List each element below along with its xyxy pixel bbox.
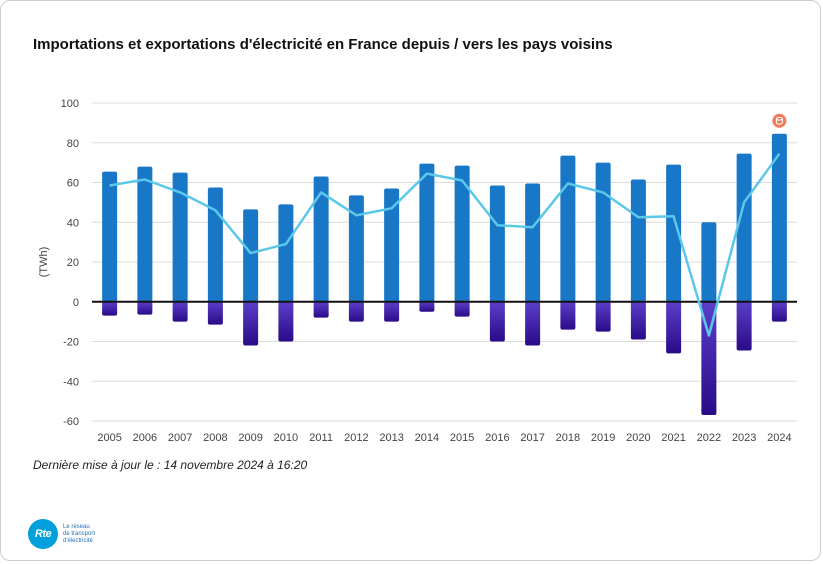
bar-import-2008 bbox=[207, 187, 223, 302]
x-tick-label: 2016 bbox=[485, 432, 509, 444]
x-tick-label: 2018 bbox=[556, 432, 580, 444]
database-icon-body bbox=[775, 118, 783, 125]
bar-import-2007 bbox=[172, 172, 188, 302]
rte-logo[interactable]: Rte Le réseau de transport d'électricité bbox=[28, 519, 95, 549]
x-tick-label: 2021 bbox=[661, 432, 685, 444]
x-tick-label: 2023 bbox=[732, 432, 756, 444]
bar-import-2023 bbox=[736, 153, 752, 302]
x-tick-label: 2024 bbox=[767, 432, 791, 444]
y-tick-label: 80 bbox=[67, 138, 79, 150]
line-balance bbox=[109, 152, 781, 337]
x-tick-label: 2017 bbox=[520, 432, 544, 444]
bar-export-2014 bbox=[419, 301, 435, 312]
x-tick-label: 2022 bbox=[697, 432, 721, 444]
x-tick-label: 2014 bbox=[415, 432, 439, 444]
database-icon bbox=[772, 113, 787, 128]
bar-import-2021 bbox=[666, 164, 682, 302]
rte-logo-text: Le réseau de transport d'électricité bbox=[63, 524, 95, 545]
bar-export-2019 bbox=[595, 301, 611, 332]
bar-export-2020 bbox=[630, 301, 646, 340]
bar-export-2010 bbox=[278, 301, 294, 342]
bar-export-2007 bbox=[172, 301, 188, 322]
bar-export-2016 bbox=[489, 301, 505, 342]
bar-import-2022 bbox=[701, 222, 717, 302]
bar-import-2016 bbox=[489, 185, 505, 302]
y-tick-label: -40 bbox=[63, 376, 79, 388]
bar-import-2009 bbox=[243, 209, 259, 302]
bar-export-2017 bbox=[525, 301, 541, 346]
chart-title: Importations et exportations d'électrici… bbox=[33, 36, 613, 53]
y-tick-label: 0 bbox=[73, 297, 79, 309]
y-tick-label: -60 bbox=[63, 416, 79, 428]
x-tick-label: 2007 bbox=[168, 432, 192, 444]
y-tick-label: 20 bbox=[67, 257, 79, 269]
bar-import-2006 bbox=[137, 166, 153, 302]
bar-import-2017 bbox=[525, 183, 541, 302]
x-tick-label: 2019 bbox=[591, 432, 615, 444]
last-update-text: Dernière mise à jour le : 14 novembre 20… bbox=[33, 458, 308, 472]
rte-logo-badge: Rte bbox=[28, 519, 58, 549]
bar-import-2020 bbox=[630, 179, 646, 302]
bar-import-2014 bbox=[419, 163, 435, 302]
x-tick-label: 2005 bbox=[97, 432, 121, 444]
x-tick-label: 2008 bbox=[203, 432, 227, 444]
bar-export-2023 bbox=[736, 301, 752, 351]
rte-logo-line-3: d'électricité bbox=[63, 537, 93, 544]
bar-export-2005 bbox=[102, 301, 118, 316]
bar-import-2015 bbox=[454, 165, 470, 302]
x-tick-label: 2015 bbox=[450, 432, 474, 444]
x-tick-label: 2011 bbox=[309, 432, 333, 444]
x-tick-label: 2020 bbox=[626, 432, 650, 444]
bar-export-2018 bbox=[560, 301, 576, 330]
bar-export-2009 bbox=[243, 301, 259, 346]
bar-import-2019 bbox=[595, 162, 611, 302]
rte-logo-line-1: Le réseau bbox=[63, 523, 90, 530]
bar-import-2012 bbox=[348, 195, 364, 302]
bar-export-2015 bbox=[454, 301, 470, 317]
bar-import-2005 bbox=[102, 171, 118, 302]
x-tick-label: 2013 bbox=[379, 432, 403, 444]
bar-export-2024 bbox=[771, 301, 787, 322]
bar-export-2012 bbox=[348, 301, 364, 322]
bar-export-2008 bbox=[207, 301, 223, 325]
bar-export-2011 bbox=[313, 301, 329, 318]
bar-import-2010 bbox=[278, 204, 294, 302]
x-tick-label: 2006 bbox=[133, 432, 157, 444]
bar-export-2006 bbox=[137, 301, 153, 315]
y-tick-label: -20 bbox=[63, 337, 79, 349]
y-tick-label: 60 bbox=[67, 178, 79, 190]
rte-logo-line-2: de transport bbox=[63, 530, 96, 537]
x-tick-label: 2010 bbox=[274, 432, 298, 444]
y-tick-label: 100 bbox=[61, 98, 79, 110]
bar-export-2013 bbox=[384, 301, 400, 322]
x-tick-label: 2012 bbox=[344, 432, 368, 444]
bar-import-2013 bbox=[384, 188, 400, 302]
x-tick-label: 2009 bbox=[238, 432, 262, 444]
bar-import-2011 bbox=[313, 176, 329, 302]
bar-import-2018 bbox=[560, 155, 576, 302]
y-tick-label: 40 bbox=[67, 217, 79, 229]
bar-export-2021 bbox=[666, 301, 682, 354]
y-axis-label: (TWh) bbox=[38, 247, 50, 278]
bar-import-2024 bbox=[771, 133, 787, 302]
bar-export-2022 bbox=[701, 301, 717, 416]
